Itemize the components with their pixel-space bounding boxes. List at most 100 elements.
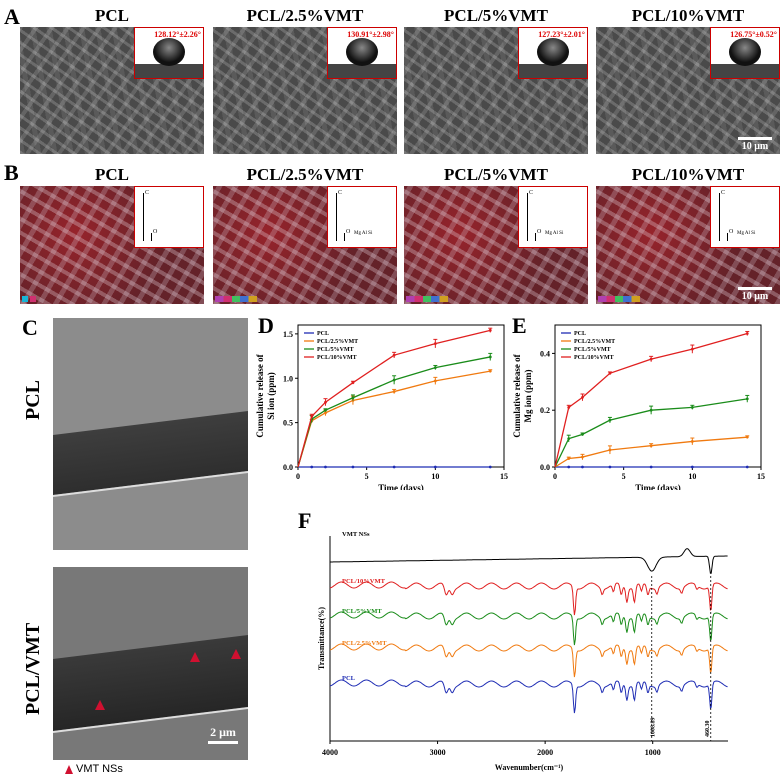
y-tick-label: 0.0	[283, 463, 293, 472]
data-point	[608, 418, 612, 422]
data-point	[567, 437, 571, 440]
data-point	[351, 465, 355, 469]
x-tick-label: 1000	[645, 748, 661, 757]
eds-spectrum-inset: C O Mg Al Si	[327, 186, 397, 248]
data-point	[649, 444, 653, 448]
sample-title-b-pcl-5: PCL/5%VMT	[444, 165, 548, 184]
panel-label-e: E	[512, 313, 527, 338]
series-label: VMT NSs	[342, 531, 370, 538]
data-point	[690, 405, 694, 409]
series-line-pcl25vmt	[297, 370, 491, 468]
y-tick-label: 0.5	[283, 419, 293, 428]
spectrum-peak-c	[719, 193, 720, 241]
panel-label-d: D	[258, 313, 274, 338]
series-label: PCL/10%VMT	[342, 578, 386, 585]
vmt-arrow-icon	[231, 649, 241, 659]
tem-image-pcl-vmt: 2 μm	[53, 567, 248, 760]
data-point	[324, 411, 327, 415]
x-tick-label: 0	[553, 472, 557, 481]
data-point	[433, 379, 437, 383]
spectrum-peak-o	[151, 233, 152, 241]
data-point	[649, 465, 653, 469]
data-point	[567, 405, 571, 409]
water-droplet-icon	[729, 38, 761, 66]
chart-mg-release: 0 5 10 15 0.0 0.2 0.4 Time (days) Cumulative rel…	[512, 324, 765, 490]
x-axis-label: Time (days)	[378, 483, 424, 490]
peak-label-other: Mg Al Si	[737, 231, 756, 236]
element-legend-swatch	[22, 296, 28, 302]
spectrum-peak-c	[143, 193, 144, 241]
vmt-arrow-icon	[95, 700, 105, 710]
contact-angle-value: 128.12°±2.26°	[154, 30, 201, 39]
peak-label-other: Mg Al Si	[354, 231, 373, 236]
data-point	[433, 366, 437, 369]
data-point	[392, 390, 396, 393]
substrate-shape	[135, 64, 203, 78]
data-point	[324, 400, 327, 404]
peak-label: 460.30	[705, 721, 711, 738]
peak-label-c: C	[338, 190, 343, 196]
data-point	[433, 465, 437, 469]
y-axis-label: Cumulative release ofSi ion (ppm)	[255, 353, 276, 437]
tem-label-pcl: PCL	[22, 380, 44, 420]
element-legend-swatches	[406, 296, 448, 302]
legend-label: PCL/2.5%VMT	[317, 339, 358, 345]
element-legend-swatches	[598, 296, 640, 302]
water-droplet-icon	[346, 38, 378, 66]
scale-bar-label: 10 μm	[741, 141, 769, 152]
data-point	[608, 465, 612, 469]
data-point	[608, 371, 612, 375]
y-axis-label: Transmittance(%)	[317, 607, 326, 670]
scale-bar-label: 2 μm	[210, 725, 236, 739]
x-tick-label: 4000	[322, 748, 338, 757]
sem-image-pcl-5: 127.23°±2.01°	[404, 27, 588, 154]
scale-bar-line	[738, 287, 772, 290]
x-tick-label: 10	[688, 472, 696, 481]
chart-si-release: 0 5 10 15 0.0 0.5 1.0 1.5 Time (days) Cumulative …	[255, 324, 508, 490]
x-tick-label: 15	[757, 472, 765, 481]
sample-title-b-pcl-10: PCL/10%VMT	[631, 165, 745, 184]
peak-label-other: Mg Al Si	[545, 231, 564, 236]
series-label: PCL	[342, 675, 356, 682]
legend-label: PCL/5%VMT	[317, 347, 354, 353]
ftir-spectrum-line	[329, 581, 728, 616]
x-axis-label: Time (days)	[635, 483, 681, 490]
data-point	[310, 415, 314, 418]
element-legend-swatch	[30, 296, 36, 302]
data-point	[433, 342, 437, 346]
y-axis-label: Cumulative release ofMg ion (ppm)	[512, 353, 533, 437]
data-point	[488, 328, 492, 332]
eds-map-pcl: C O	[20, 186, 204, 304]
sample-title-a-pcl-2-5: PCL/2.5%VMT	[246, 6, 364, 25]
data-point	[745, 332, 749, 335]
data-point	[488, 369, 492, 373]
peak-label: 1008.89	[651, 718, 657, 738]
x-tick-label: 2000	[537, 748, 553, 757]
legend-label: PCL/10%VMT	[574, 355, 614, 361]
series-line-pcl25vmt	[554, 436, 748, 468]
spectrum-peak-o	[535, 233, 536, 241]
data-point	[351, 381, 355, 385]
contact-angle-inset: 128.12°±2.26°	[134, 27, 204, 79]
x-axis-label: Wavenumber(cm⁻¹)	[495, 763, 564, 772]
legend-label: PCL/2.5%VMT	[574, 339, 615, 345]
data-point	[690, 347, 694, 351]
substrate-shape	[328, 64, 396, 78]
legend-label: PCL/5%VMT	[574, 347, 611, 353]
contact-angle-inset: 126.75°±0.52°	[710, 27, 780, 79]
data-point	[745, 435, 749, 439]
data-point	[581, 465, 584, 469]
contact-angle-inset: 130.91°±2.98°	[327, 27, 397, 79]
data-point	[745, 465, 749, 469]
tem-label-pcl-vmt: PCL/VMT	[22, 622, 44, 715]
eds-spectrum-inset: C O Mg Al Si	[710, 186, 780, 248]
legend-label: PCL/10%VMT	[317, 355, 357, 361]
data-point	[351, 396, 355, 400]
eds-spectrum-inset: C O Mg Al Si	[518, 186, 588, 248]
y-tick-label: 1.5	[283, 330, 293, 339]
contact-angle-value: 127.23°±2.01°	[538, 30, 585, 39]
peak-label-o: O	[729, 229, 734, 235]
peak-label-c: C	[721, 190, 726, 196]
scale-bar-line	[738, 137, 772, 140]
legend-label: PCL	[317, 331, 329, 337]
